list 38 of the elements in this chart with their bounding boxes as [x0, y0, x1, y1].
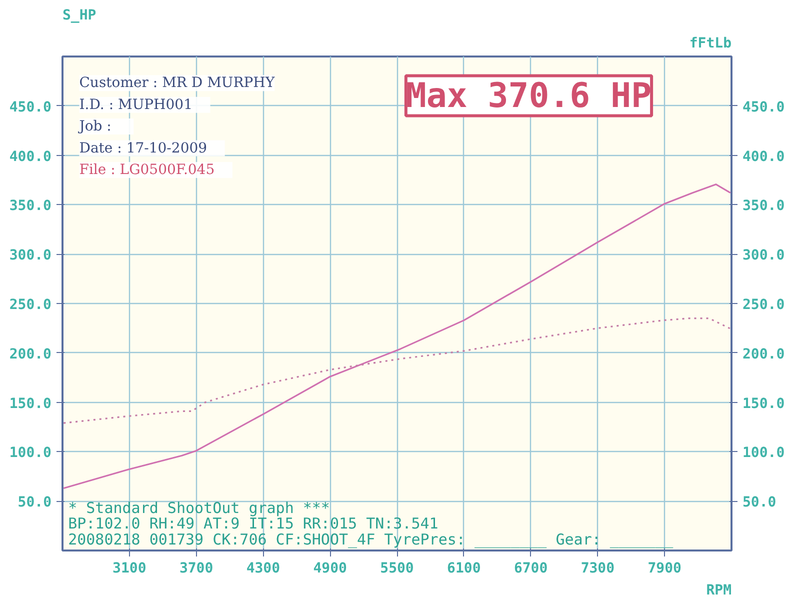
- y2-tick-label: 150.0: [742, 396, 785, 412]
- y2-tick-label: 300.0: [742, 248, 785, 264]
- annotation: Date : 17-10-2009: [79, 140, 208, 156]
- x-tick-label: 6700: [514, 560, 548, 576]
- annotation: 20080218 001739 CK:706 CF:SHOOT_4F TyrePres: ________ Gear: _______: [68, 530, 674, 549]
- y-tick-label: 50.0: [18, 494, 52, 511]
- x-tick-label: 7900: [648, 560, 682, 576]
- y-tick-label: 100.0: [9, 445, 52, 462]
- y2-tick-label: 400.0: [742, 148, 785, 165]
- y2-tick-label: 50.0: [742, 494, 776, 511]
- annotation: Customer : MR D MURPHY: [79, 75, 276, 92]
- y2-tick-label: 200.0: [742, 346, 785, 362]
- y-tick-label: 150.0: [9, 396, 52, 412]
- y-tick-label: 350.0: [9, 198, 52, 214]
- x-tick-label: 3100: [112, 560, 146, 576]
- x-tick-label: 7300: [580, 560, 615, 576]
- y-tick-label: 400.0: [9, 148, 52, 165]
- x-tick-label: 4900: [313, 560, 347, 576]
- annotation: I.D. : MUPH001: [79, 96, 192, 113]
- y-tick-label: 250.0: [9, 297, 52, 313]
- x-tick-label: 6100: [447, 560, 481, 576]
- y-tick-label: 300.0: [9, 248, 52, 264]
- y2-axis-title: fFtLb: [689, 36, 732, 52]
- y2-tick-label: 250.0: [742, 297, 785, 313]
- line-series: [62, 184, 732, 490]
- x-axis-title: RPM: [706, 582, 732, 598]
- annotation: File : LG0500F.045: [79, 162, 215, 178]
- y-tick-label: 200.0: [9, 346, 52, 362]
- y2-tick-label: 350.0: [742, 198, 785, 214]
- y2-tick-label: 450.0: [742, 99, 785, 116]
- annotation: * Standard ShootOut graph ***: [68, 498, 330, 517]
- y2-tick-label: 100.0: [742, 445, 785, 462]
- x-tick-label: 3700: [179, 560, 214, 576]
- y-tick-label: 450.0: [9, 99, 52, 116]
- y-axis-title: S_HP: [62, 8, 96, 24]
- annotation: Job :: [77, 118, 112, 135]
- x-tick-label: 4300: [246, 560, 280, 576]
- x-tick-label: 5500: [380, 560, 414, 576]
